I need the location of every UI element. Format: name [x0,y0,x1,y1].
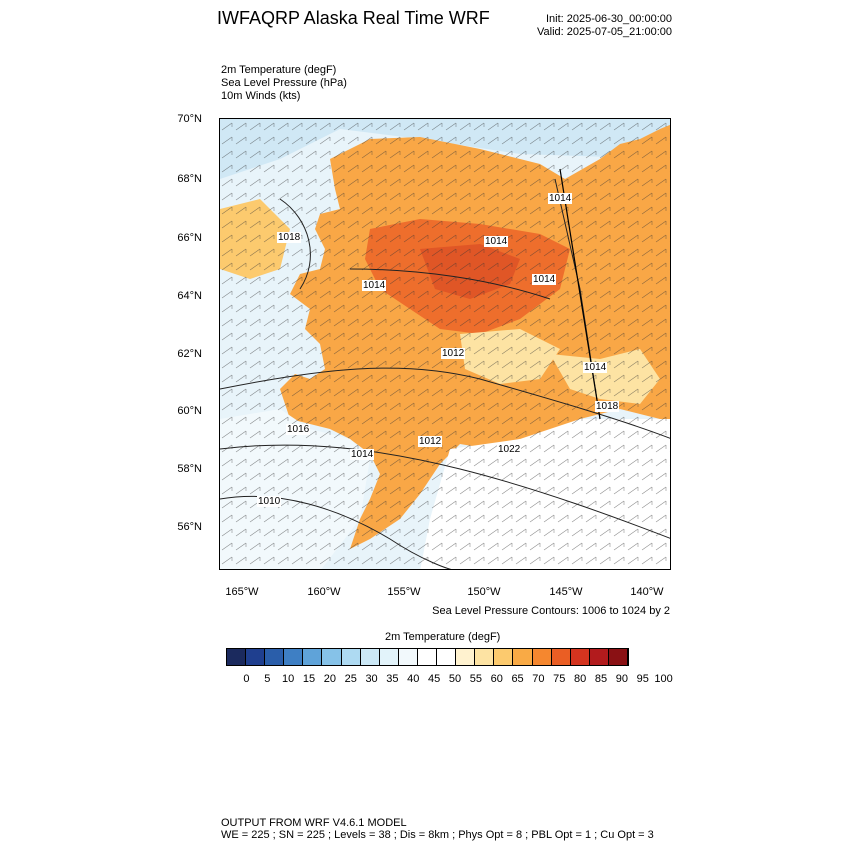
colorbar-tick-label: 70 [532,673,545,685]
colorbar [226,648,629,666]
lat-label: 62°N [177,348,202,360]
footer-model: OUTPUT FROM WRF V4.6.1 MODEL [221,817,407,829]
field-label-pressure: Sea Level Pressure (hPa) [221,77,347,89]
pressure-label: 1012 [418,436,443,447]
lon-label: 140°W [630,586,664,598]
pressure-label: 1012 [441,348,466,359]
colorbar-tick-label: 95 [636,673,649,685]
colorbar-tick-label: 35 [386,673,399,685]
pressure-label: 1016 [286,424,311,435]
pressure-label: 1010 [257,496,282,507]
pressure-label: 1014 [548,193,573,204]
colorbar-tick-label: 0 [243,673,250,685]
pressure-label: 1014 [583,362,608,373]
colorbar-cell [360,649,380,665]
lon-label: 155°W [387,586,421,598]
field-label-temperature: 2m Temperature (degF) [221,64,337,76]
colorbar-tick-label: 15 [302,673,316,685]
colorbar-cell [437,649,457,665]
lat-label: 56°N [177,521,202,533]
colorbar-cell [475,649,495,665]
contour-note: Sea Level Pressure Contours: 1006 to 102… [432,605,670,617]
colorbar-tick-label: 85 [594,673,608,685]
lon-label: 145°W [549,586,583,598]
colorbar-tick-label: 10 [282,673,295,685]
lat-label: 60°N [177,405,202,417]
colorbar-tick-label: 20 [323,673,336,685]
colorbar-tick-label: 90 [615,673,628,685]
colorbar-cell [570,649,590,665]
pressure-label: 1014 [350,449,375,460]
colorbar-tick-label: 45 [428,673,441,685]
colorbar-cell [227,649,247,665]
colorbar-tick-label: 25 [344,673,357,685]
colorbar-tick-label: 5 [264,673,271,685]
colorbar-tick-label: 55 [469,673,482,685]
colorbar-title: 2m Temperature (degF) [385,631,501,643]
pressure-label: 1014 [362,280,387,291]
lat-label: 66°N [177,232,202,244]
colorbar-cell [379,649,399,665]
border-line [559,168,601,420]
lat-label: 70°N [177,113,202,125]
colorbar-tick-label: 30 [365,673,378,685]
colorbar-tick-label: 75 [553,673,566,685]
colorbar-cell [532,649,552,665]
pressure-label: 1014 [484,236,509,247]
pressure-label: 1022 [497,444,522,455]
footer-config: WE = 225 ; SN = 225 ; Levels = 38 ; Dis … [221,829,654,841]
init-time: Init: 2025-06-30_00:00:00 [546,13,672,25]
lon-label: 160°W [307,586,341,598]
colorbar-cell [456,649,476,665]
colorbar-cell [417,649,438,665]
colorbar-cell [265,649,285,665]
colorbar-cell [284,649,304,665]
colorbar-tick-label: 50 [448,673,462,685]
lon-label: 165°W [225,586,259,598]
colorbar-cell [303,649,323,665]
field-label-winds: 10m Winds (kts) [221,90,301,102]
lat-label: 64°N [177,290,202,302]
colorbar-cell [589,649,609,665]
wind-barbs [220,119,670,569]
lat-label: 58°N [177,463,202,475]
colorbar-cell [513,649,533,665]
lat-label: 68°N [177,173,202,185]
valid-time: Valid: 2025-07-05_21:00:00 [537,26,672,38]
pressure-label: 1014 [532,274,557,285]
map-panel [219,118,671,570]
colorbar-cell [494,649,514,665]
colorbar-cell [608,649,628,665]
colorbar-tick-label: 60 [490,673,503,685]
pressure-label: 1018 [595,401,620,412]
colorbar-cell [322,649,342,665]
lon-label: 150°W [467,586,501,598]
colorbar-tick-label: 65 [511,673,524,685]
colorbar-cell [551,649,571,665]
colorbar-cell [341,649,361,665]
pressure-label: 1018 [277,232,302,243]
plot-title: IWFAQRP Alaska Real Time WRF [217,8,490,28]
colorbar-cell [398,649,418,665]
colorbar-tick-label: 80 [574,673,587,685]
map-canvas [220,119,670,569]
colorbar-tick-label: 40 [407,673,420,685]
colorbar-cell [246,649,266,665]
colorbar-tick-label: 100 [654,673,673,685]
